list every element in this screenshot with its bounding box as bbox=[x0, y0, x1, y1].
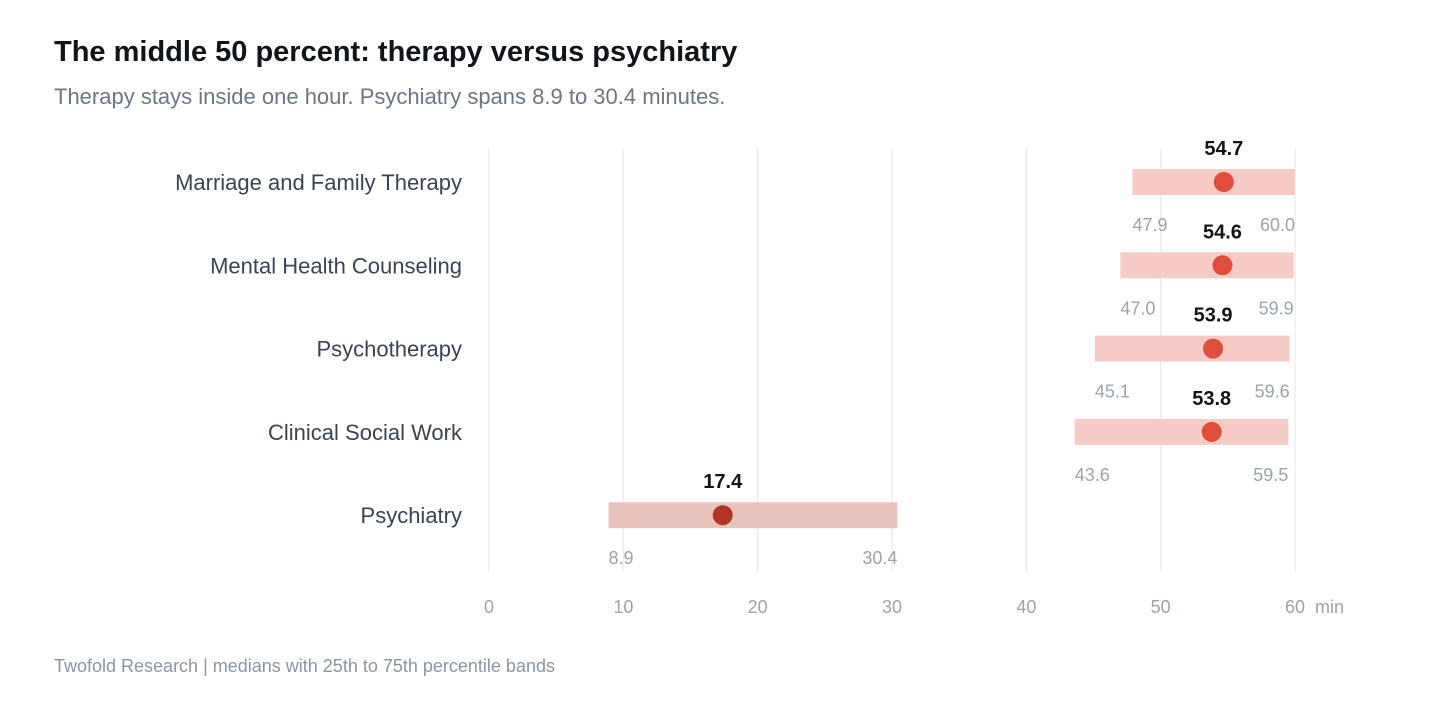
category-label: Psychotherapy bbox=[316, 337, 462, 362]
category-label: Marriage and Family Therapy bbox=[175, 170, 462, 195]
percentile-band bbox=[608, 502, 898, 529]
p25-value-label: 47.0 bbox=[1120, 298, 1155, 318]
x-tick-label: 0 bbox=[484, 597, 494, 617]
p75-value-label: 59.6 bbox=[1255, 382, 1290, 402]
x-tick-label: 60 bbox=[1285, 597, 1305, 617]
p75-value-label: 60.0 bbox=[1260, 215, 1295, 235]
x-tick-label: 40 bbox=[1016, 597, 1036, 617]
p25-value-label: 43.6 bbox=[1075, 465, 1110, 485]
x-unit-label: min bbox=[1315, 597, 1344, 617]
p75-value-label: 59.9 bbox=[1259, 298, 1294, 318]
x-tick-label: 20 bbox=[748, 597, 768, 617]
p25-value-label: 8.9 bbox=[609, 548, 634, 568]
gridlines bbox=[488, 148, 1296, 572]
median-dot bbox=[1203, 338, 1224, 359]
percentile-bands bbox=[608, 169, 1295, 529]
x-tick-label: 30 bbox=[882, 597, 902, 617]
p75-value-label: 30.4 bbox=[862, 548, 897, 568]
median-dot bbox=[1213, 172, 1234, 192]
median-dot bbox=[1201, 421, 1222, 442]
p25-value-label: 47.9 bbox=[1132, 215, 1167, 235]
median-dot bbox=[712, 505, 733, 526]
x-tick-label: 10 bbox=[613, 597, 633, 617]
source-note: Twofold Research | medians with 25th to … bbox=[54, 656, 555, 676]
median-value-label: 54.7 bbox=[1204, 138, 1243, 160]
percentile-band bbox=[1132, 169, 1295, 195]
p25-value-label: 45.1 bbox=[1095, 382, 1130, 402]
chart-labels: 0 10 20 30 40 50 60 min Marriage and Family Ther… bbox=[175, 138, 1344, 617]
chart-subtitle: Therapy stays inside one hour. Psychiatr… bbox=[54, 84, 726, 109]
percentile-band bbox=[1094, 335, 1290, 362]
p75-value-label: 59.5 bbox=[1253, 465, 1288, 485]
median-value-label: 53.8 bbox=[1192, 388, 1231, 410]
category-label: Psychiatry bbox=[361, 503, 462, 528]
median-value-label: 53.9 bbox=[1194, 305, 1233, 327]
median-dot bbox=[1212, 255, 1233, 276]
category-label: Clinical Social Work bbox=[268, 420, 463, 445]
chart-title: The middle 50 percent: therapy versus ps… bbox=[54, 36, 738, 68]
percentile-band bbox=[1120, 252, 1294, 279]
x-tick-label: 50 bbox=[1151, 597, 1171, 617]
median-value-label: 54.6 bbox=[1203, 221, 1242, 243]
median-value-label: 17.4 bbox=[703, 471, 743, 493]
category-label: Mental Health Counseling bbox=[210, 253, 462, 278]
percentile-band bbox=[1074, 418, 1289, 445]
